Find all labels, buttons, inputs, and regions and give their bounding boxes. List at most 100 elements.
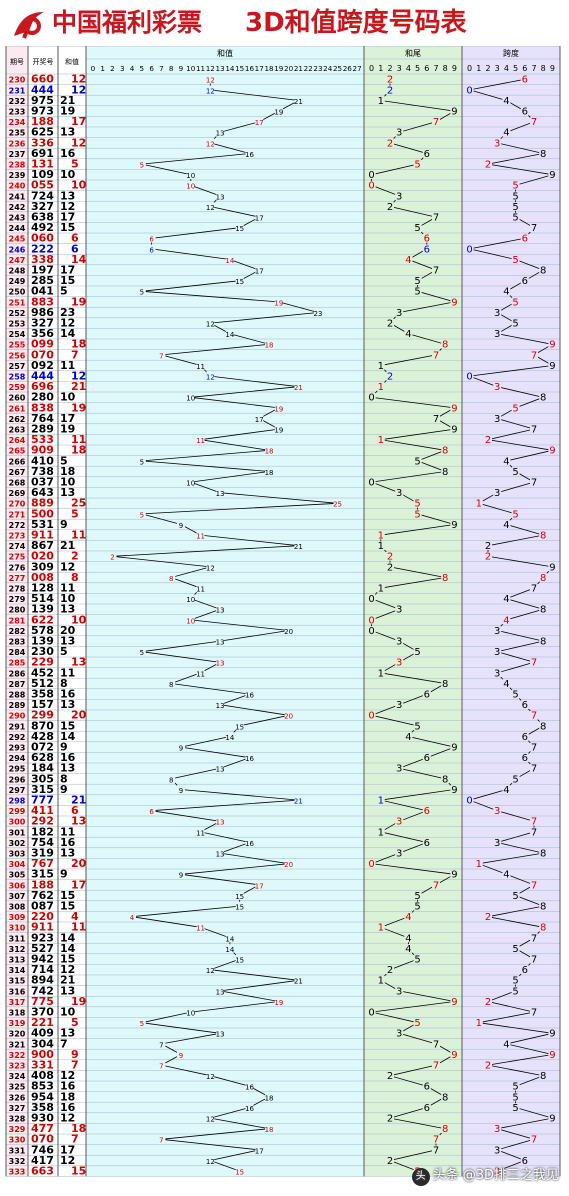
draw-number-cell: 696: [31, 380, 54, 393]
point-label-span: 8: [540, 637, 546, 648]
sum-cell: 15: [60, 889, 75, 902]
table-row: 260 280 10 10 0 8: [9, 391, 548, 404]
tick-label-tail: 6: [424, 64, 429, 73]
point-label-sum: 6: [149, 236, 154, 244]
point-bg-span: [484, 912, 492, 921]
point-bg-span: [530, 827, 538, 837]
point-bg-tail: [376, 96, 385, 105]
point-bg-sum: [245, 689, 254, 699]
tick-label-span: 6: [522, 64, 527, 73]
table-row: 294 628 16 16 6 6: [9, 751, 529, 764]
table-row: 232 975 21 21 1 4: [9, 94, 511, 107]
table-row: 278 128 11 11 1 7: [9, 582, 538, 595]
point-label-sum: 17: [255, 1147, 264, 1155]
sum-cell: 11: [60, 825, 75, 838]
point-label-sum: 11: [196, 437, 205, 445]
point-label-span: 3: [494, 308, 500, 319]
point-bg-span: [493, 668, 502, 678]
point-bg-sum: [147, 244, 156, 254]
sum-cell: 20: [71, 709, 87, 722]
tail-section-bg: [364, 46, 462, 1177]
point-label-sum: 13: [216, 193, 225, 201]
point-bg-span: [502, 128, 511, 137]
draw-number-cell: 853: [31, 1080, 54, 1093]
draw-number-cell: 838: [31, 401, 54, 414]
table-row: 255 099 18 18 8 9: [9, 338, 557, 351]
point-label-span: 7: [531, 955, 537, 966]
tick-label-sum: 4: [130, 64, 135, 73]
point-label-tail: 6: [424, 1082, 430, 1093]
point-bg-tail: [441, 573, 450, 582]
table-row: 246 222 6 6 6 0: [9, 242, 474, 255]
point-label-sum: 10: [186, 183, 195, 191]
point-label-tail: 9: [451, 520, 457, 531]
point-bg-span: [474, 499, 483, 508]
point-label-sum: 18: [265, 342, 274, 350]
point-label-sum: 19: [274, 109, 283, 117]
tick-label-sum: 7: [159, 64, 164, 73]
point-label-tail: 7: [433, 1039, 439, 1050]
point-label-sum: 19: [274, 405, 283, 413]
point-bg-sum: [235, 276, 244, 285]
draw-number-cell: 500: [31, 507, 54, 520]
draw-number-cell: 315: [31, 868, 54, 881]
point-label-tail: 1: [378, 541, 384, 552]
point-bg-span: [474, 1018, 483, 1027]
point-bg-tail: [376, 382, 385, 391]
point-bg-sum: [128, 912, 137, 921]
point-bg-tail: [422, 234, 431, 243]
point-label-tail: 3: [396, 700, 402, 711]
table-row: 283 139 13 13 3 8: [9, 635, 548, 648]
point-label-tail: 5: [414, 287, 420, 298]
tick-label-sum: 9: [179, 64, 184, 73]
point-label-sum: 13: [216, 607, 225, 615]
point-label-tail: 5: [414, 160, 420, 171]
point-label-span: 7: [531, 1135, 537, 1146]
draw-number-cell: 973: [31, 105, 54, 118]
sum-cell: 12: [71, 370, 86, 383]
point-bg-sum: [265, 1124, 274, 1133]
point-label-sum: 14: [225, 331, 234, 339]
period-cell: 245: [9, 235, 26, 244]
point-label-tail: 5: [414, 721, 420, 732]
table-row: 308 087 15 15 5 8: [9, 900, 548, 913]
table-row: 291 870 15 15 5 8: [9, 719, 548, 732]
point-bg-sum: [284, 859, 293, 868]
draw-number-cell: 638: [31, 211, 54, 224]
draw-number-cell: 188: [31, 115, 54, 128]
point-label-tail: 3: [396, 308, 402, 319]
point-label-tail: 4: [405, 732, 411, 743]
point-label-span: 8: [540, 605, 546, 616]
draw-number-cell: 911: [31, 921, 54, 934]
point-label-span: 5: [512, 467, 518, 478]
point-bg-tail: [413, 954, 422, 964]
table-row: 324 408 12 12 2 8: [9, 1069, 548, 1082]
point-bg-tail: [422, 149, 431, 158]
point-label-span: 5: [512, 1092, 518, 1103]
period-cell: 249: [9, 277, 26, 286]
point-bg-tail: [441, 1124, 450, 1133]
point-label-tail: 9: [451, 785, 457, 796]
point-label-sum: 11: [196, 829, 205, 837]
draw-number-cell: 742: [31, 984, 54, 997]
period-cell: 242: [9, 203, 26, 212]
sum-cell: 12: [71, 73, 86, 86]
table-row: 282 578 20 20 0 3: [9, 624, 502, 637]
sum-cell: 15: [60, 274, 75, 287]
point-label-sum: 18: [265, 1126, 274, 1134]
draw-number-cell: 289: [31, 423, 54, 436]
point-label-sum: 5: [140, 1020, 144, 1028]
point-bg-span: [511, 1103, 520, 1112]
table-row: 256 070 7 7 7 7: [9, 348, 538, 361]
draw-number-cell: 229: [31, 656, 54, 669]
period-cell: 325: [9, 1083, 26, 1092]
point-bg-tail: [432, 1039, 440, 1049]
point-bg-tail: [376, 795, 385, 805]
point-bg-span: [493, 1145, 502, 1155]
point-bg-span: [548, 340, 557, 349]
sum-cell: 14: [60, 730, 76, 743]
point-bg-sum: [167, 573, 176, 582]
point-label-tail: 5: [414, 223, 420, 234]
table-row: 247 338 14 14 4 5: [9, 253, 520, 266]
draw-number-cell: 131: [31, 158, 54, 171]
